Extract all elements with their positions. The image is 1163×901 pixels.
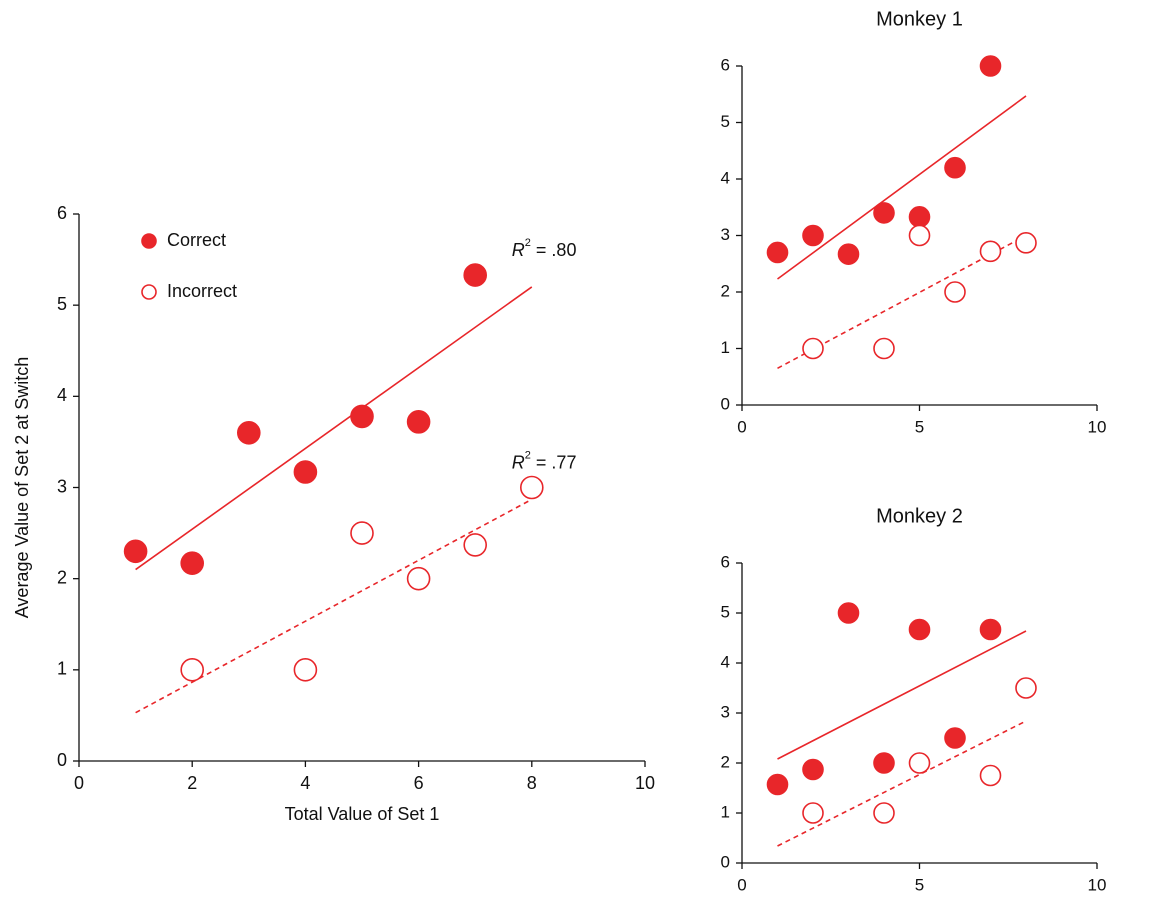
point: [837, 243, 860, 265]
point: [873, 337, 895, 360]
y-tick-label: 6: [721, 552, 730, 571]
y-tick-label: 3: [57, 476, 67, 496]
point: [1015, 677, 1037, 699]
x-tick-label: 10: [1088, 875, 1107, 894]
x-tick-label: 6: [414, 773, 424, 793]
x-tick-label: 5: [915, 417, 924, 436]
point: [350, 404, 374, 429]
point: [350, 521, 374, 545]
point: [908, 752, 931, 774]
point: [979, 618, 1002, 641]
x-tick-label: 10: [635, 773, 655, 793]
legend-label: Correct: [167, 230, 226, 250]
y-tick-label: 0: [721, 852, 730, 871]
point: [519, 475, 544, 500]
x-tick-label: 0: [737, 417, 746, 436]
y-tick-label: 1: [721, 338, 730, 357]
y-tick-label: 4: [57, 385, 67, 405]
point: [406, 566, 431, 591]
y-tick-label: 3: [721, 225, 730, 244]
point: [237, 420, 261, 445]
point: [908, 206, 931, 228]
y-tick-label: 2: [57, 567, 67, 587]
point: [979, 240, 1002, 263]
point: [463, 263, 488, 287]
x-tick-label: 4: [300, 773, 310, 793]
y-tick-label: 5: [721, 112, 730, 131]
point: [944, 156, 966, 179]
point: [180, 658, 204, 682]
y-tick-label: 6: [57, 203, 67, 223]
y-axis-label: Average Value of Set 2 at Switch: [12, 357, 32, 619]
point: [908, 618, 931, 641]
chart-title: Monkey 2: [876, 505, 963, 527]
y-tick-label: 1: [57, 659, 67, 679]
r-value: = .80: [531, 240, 577, 260]
x-tick-label: 10: [1088, 417, 1107, 436]
r-value: = .77: [531, 452, 577, 472]
point: [873, 202, 895, 224]
fit-line: [135, 498, 533, 714]
x-axis-label: Total Value of Set 1: [285, 804, 440, 824]
fit-line: [135, 286, 533, 571]
point: [979, 55, 1002, 77]
point: [944, 281, 966, 303]
point: [873, 752, 895, 774]
point: [293, 658, 318, 682]
fit-line: [777, 720, 1027, 847]
y-tick-label: 5: [57, 294, 67, 314]
fit-line: [777, 95, 1027, 280]
r-exponent: 2: [525, 237, 531, 249]
legend-marker: [141, 233, 157, 249]
point: [766, 773, 789, 796]
y-tick-label: 0: [721, 394, 730, 413]
point: [293, 460, 318, 484]
r-symbol: R: [512, 452, 525, 472]
x-tick-label: 5: [915, 875, 924, 894]
point: [802, 758, 824, 781]
y-tick-label: 3: [721, 702, 730, 721]
point: [837, 602, 860, 624]
point: [1015, 232, 1037, 254]
fit-label: R2 = .77: [512, 449, 577, 472]
y-tick-label: 4: [721, 652, 730, 671]
x-tick-label: 0: [74, 773, 84, 793]
x-tick-label: 8: [527, 773, 537, 793]
r-symbol: R: [512, 240, 525, 260]
point: [802, 802, 824, 824]
point: [180, 551, 204, 575]
legend-marker: [141, 284, 157, 300]
point: [908, 224, 931, 247]
y-tick-label: 5: [721, 602, 730, 621]
legend-label: Incorrect: [167, 281, 237, 301]
point: [802, 337, 824, 360]
point: [979, 764, 1002, 787]
y-tick-label: 1: [721, 802, 730, 821]
x-tick-label: 2: [187, 773, 197, 793]
point: [766, 241, 789, 264]
r-exponent: 2: [525, 449, 531, 461]
point: [873, 802, 895, 824]
point: [406, 410, 431, 434]
y-tick-label: 6: [721, 55, 730, 74]
point: [944, 727, 966, 749]
y-tick-label: 2: [721, 281, 730, 300]
point: [802, 224, 824, 247]
point: [123, 539, 148, 564]
x-tick-label: 0: [737, 875, 746, 894]
y-tick-label: 0: [57, 750, 67, 770]
fit-label: R2 = .80: [512, 237, 577, 260]
point: [463, 533, 488, 557]
chart-title: Monkey 1: [876, 8, 963, 30]
y-tick-label: 4: [721, 168, 730, 187]
y-tick-label: 2: [721, 752, 730, 771]
fit-line: [777, 630, 1027, 760]
